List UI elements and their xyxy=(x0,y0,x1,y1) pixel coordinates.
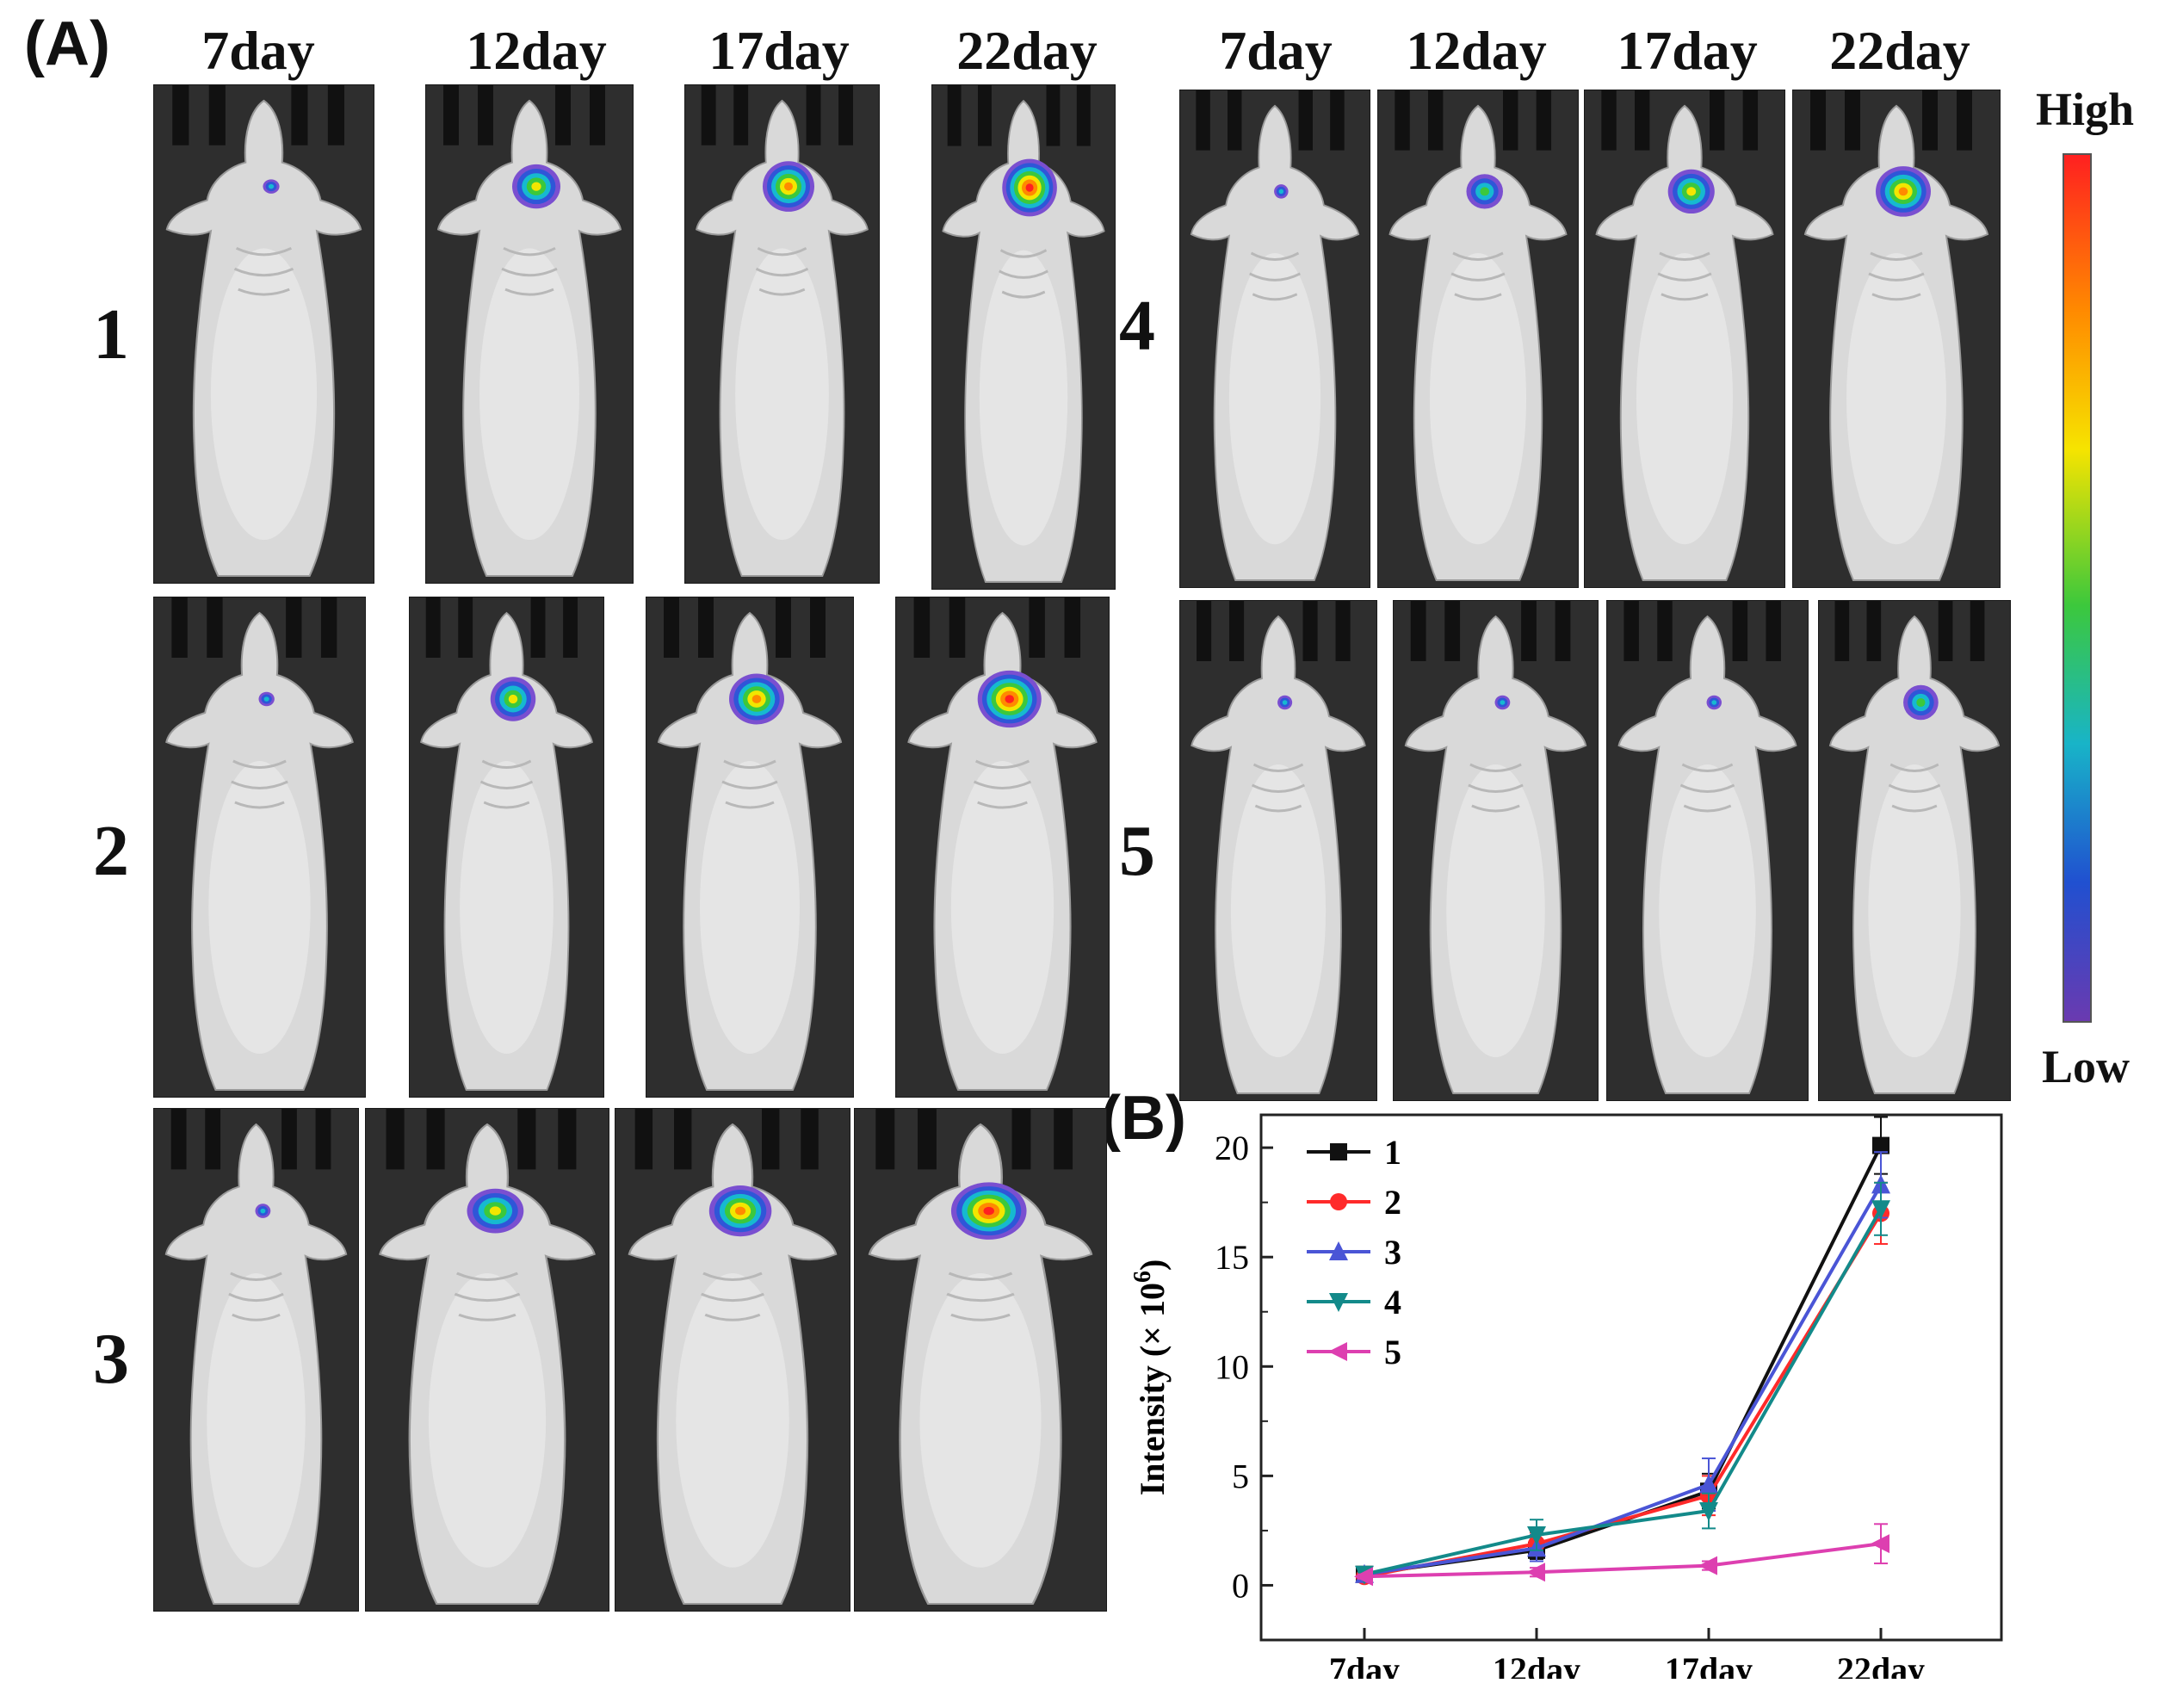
x-tick-label: 12day xyxy=(1493,1650,1580,1679)
series-line xyxy=(1364,1144,1883,1576)
y-tick-label: 0 xyxy=(1232,1566,1249,1605)
day-label-left-17: 17day xyxy=(708,20,850,81)
panel-a-label: (A) xyxy=(24,9,110,78)
series-line xyxy=(1364,1208,1883,1576)
mouse-image xyxy=(365,1108,609,1612)
day-label-left-22: 22day xyxy=(956,20,1098,81)
series-2 xyxy=(1356,1181,1889,1586)
mouse-image xyxy=(1377,90,1579,588)
data-point xyxy=(1872,1136,1889,1154)
series-4 xyxy=(1355,1181,1890,1585)
legend-label: 1 xyxy=(1384,1133,1401,1172)
series-line xyxy=(1364,1184,1883,1576)
x-tick-label: 22day xyxy=(1837,1650,1925,1679)
day-label-right-12: 12day xyxy=(1406,20,1547,81)
colorbar-low-label: Low xyxy=(2042,1041,2131,1092)
colorbar xyxy=(2063,153,2092,1023)
legend-label: 4 xyxy=(1384,1283,1401,1321)
day-label-right-17: 17day xyxy=(1617,20,1758,81)
mouse-image xyxy=(1584,90,1785,588)
data-point xyxy=(1527,1526,1546,1545)
legend-label: 5 xyxy=(1384,1333,1401,1371)
series-line xyxy=(1364,1542,1882,1579)
mouse-image xyxy=(931,84,1116,590)
panel-b-label: (B) xyxy=(1100,1084,1186,1153)
data-point xyxy=(1871,1534,1889,1554)
row-label-3: 3 xyxy=(93,1319,129,1399)
y-axis-label: Intensity (× 106) xyxy=(1129,1259,1172,1496)
day-label-left-12: 12day xyxy=(466,20,607,81)
mouse-image xyxy=(153,1108,359,1612)
mouse-image xyxy=(1179,600,1377,1101)
plot-frame xyxy=(1259,1113,2003,1642)
y-tick-label: 20 xyxy=(1215,1129,1249,1167)
row-label-5: 5 xyxy=(1119,811,1155,891)
series-5 xyxy=(1354,1523,1889,1587)
legend-marker xyxy=(1329,1241,1348,1260)
legend-label: 3 xyxy=(1384,1233,1401,1272)
legend-marker xyxy=(1328,1342,1347,1361)
data-point xyxy=(1699,1474,1718,1494)
data-point xyxy=(1699,1502,1718,1522)
row-label-4: 4 xyxy=(1119,286,1155,366)
legend-label: 2 xyxy=(1384,1183,1401,1222)
mouse-image xyxy=(1792,90,2001,588)
day-label-right-7: 7day xyxy=(1219,20,1333,81)
mouse-image xyxy=(425,84,634,584)
data-point xyxy=(1526,1563,1545,1582)
legend-marker xyxy=(1330,1193,1347,1210)
y-tick-label: 5 xyxy=(1232,1457,1249,1495)
mouse-image xyxy=(409,597,604,1098)
x-tick-label: 17day xyxy=(1665,1650,1753,1679)
legend: 1 2 3 4 5 xyxy=(1307,1133,1401,1371)
legend-marker xyxy=(1329,1293,1348,1312)
mouse-image xyxy=(1606,600,1809,1101)
mouse-image xyxy=(153,597,366,1098)
x-tick-label: 7day xyxy=(1329,1650,1400,1679)
mouse-image xyxy=(646,597,854,1098)
day-label-right-22: 22day xyxy=(1829,20,1970,81)
row-label-2: 2 xyxy=(93,811,129,891)
data-point xyxy=(1698,1556,1717,1575)
mouse-image xyxy=(1818,600,2011,1101)
row-label-1: 1 xyxy=(93,294,129,374)
legend-marker xyxy=(1330,1143,1347,1160)
series-1 xyxy=(1356,1116,1889,1583)
colorbar-high-label: High xyxy=(2036,84,2135,135)
mouse-image xyxy=(1393,600,1599,1101)
mouse-image xyxy=(153,84,374,584)
mouse-image xyxy=(1179,90,1370,588)
y-tick-label: 10 xyxy=(1215,1347,1249,1386)
day-label-left-7: 7day xyxy=(201,20,315,81)
y-tick-label: 15 xyxy=(1215,1238,1249,1277)
data-point xyxy=(1871,1200,1890,1220)
mouse-image xyxy=(854,1108,1107,1612)
mouse-image xyxy=(895,597,1110,1098)
mouse-image xyxy=(615,1108,850,1612)
mouse-image xyxy=(684,84,880,584)
data-point xyxy=(1354,1567,1373,1587)
